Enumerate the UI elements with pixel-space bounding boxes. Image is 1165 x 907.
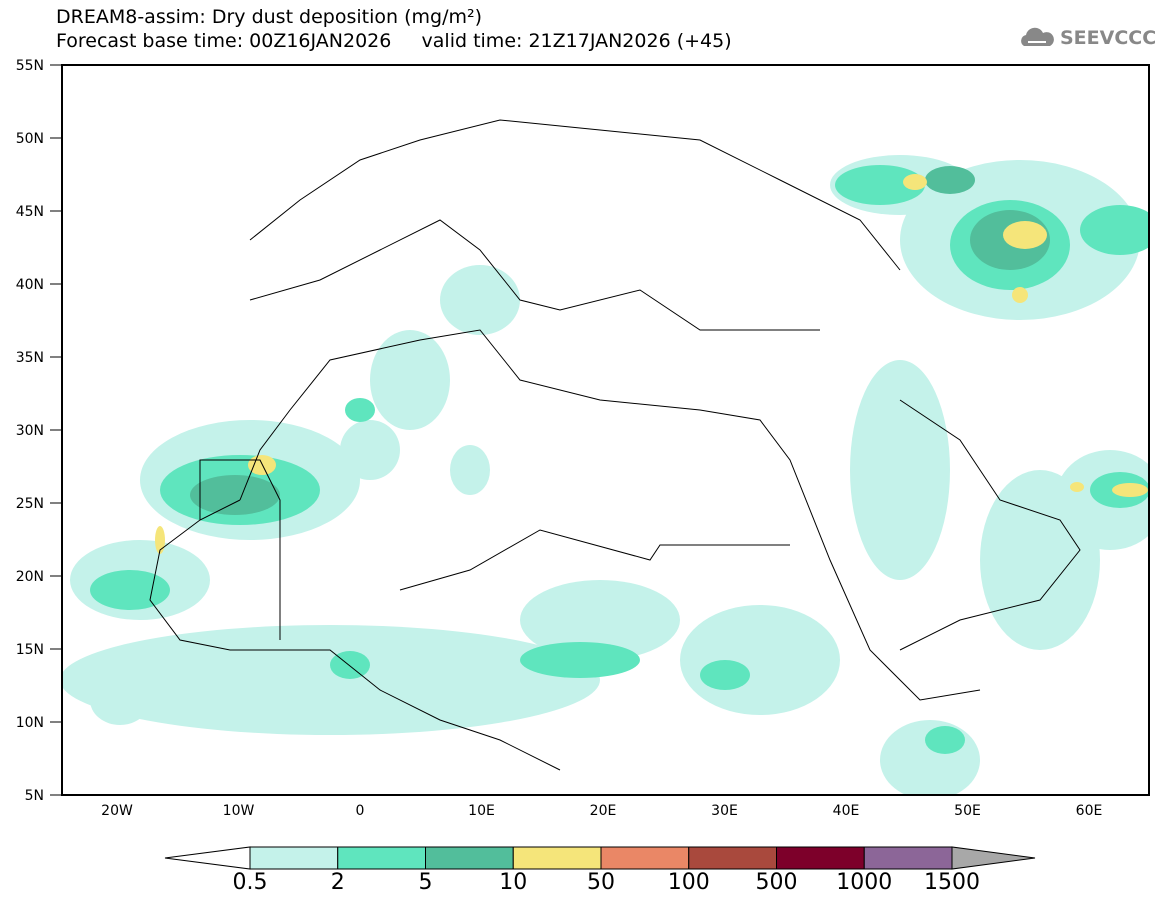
colorbar-label: 100 <box>667 870 710 895</box>
forecast-times: Forecast base time: 00Z16JAN2026 valid t… <box>56 30 732 52</box>
colorbar-low-arrow <box>164 846 251 870</box>
colorbar-high-arrow <box>951 846 1036 870</box>
colorbar-bin <box>776 846 865 870</box>
lat-label: 50N <box>16 131 44 147</box>
colorbar-bin <box>337 846 426 870</box>
map-title: DREAM8-assim: Dry dust deposition (mg/m²… <box>56 6 483 28</box>
lat-label: 10N <box>16 715 44 731</box>
lon-label: 60E <box>1076 803 1103 819</box>
lat-label: 15N <box>16 642 44 658</box>
lon-label: 20E <box>590 803 617 819</box>
colorbar-label: 500 <box>755 870 798 895</box>
colorbar-label: 10 <box>499 870 528 895</box>
longitude-labels: 20W 10W 0 10E 20E 30E 40E 50E 60E <box>101 803 1102 819</box>
colorbar-label: 5 <box>418 870 433 895</box>
latitude-labels: 55N 50N 45N 40N 35N 30N 25N 20N 15N 10N 5N <box>16 58 62 804</box>
dust-field <box>62 119 1149 795</box>
lat-label: 30N <box>16 423 44 439</box>
colorbar-label: 0.5 <box>232 870 268 895</box>
lat-label: 35N <box>16 350 44 366</box>
lon-label: 10W <box>223 803 255 819</box>
cloud-icon <box>1021 27 1054 46</box>
colorbar-bin <box>425 846 514 870</box>
colorbar-label: 1500 <box>924 870 980 895</box>
lon-label: 30E <box>711 803 738 819</box>
lon-label: 20W <box>101 803 133 819</box>
lat-label: 5N <box>25 788 44 804</box>
lat-label: 45N <box>16 204 44 220</box>
colorbar-bin <box>249 846 339 870</box>
lon-label: 10E <box>468 803 495 819</box>
lat-label: 25N <box>16 496 44 512</box>
colorbar-label: 50 <box>587 870 615 895</box>
colorbar-bin <box>512 846 602 870</box>
seevccc-logo: SEEVCCC <box>1018 26 1156 50</box>
colorbar-bin <box>863 846 953 870</box>
lat-label: 55N <box>16 58 44 74</box>
colorbar-bin <box>600 846 690 870</box>
colorbar-label: 1000 <box>836 870 893 895</box>
lon-label: 0 <box>356 803 365 819</box>
logo-text: SEEVCCC <box>1060 27 1157 49</box>
colorbar-bin <box>688 846 777 870</box>
lon-label: 40E <box>833 803 860 819</box>
colorbar-label: 2 <box>330 870 345 895</box>
lat-label: 20N <box>16 569 44 585</box>
lat-label: 40N <box>16 277 44 293</box>
lon-label: 50E <box>954 803 981 819</box>
colorbar <box>164 846 1036 870</box>
